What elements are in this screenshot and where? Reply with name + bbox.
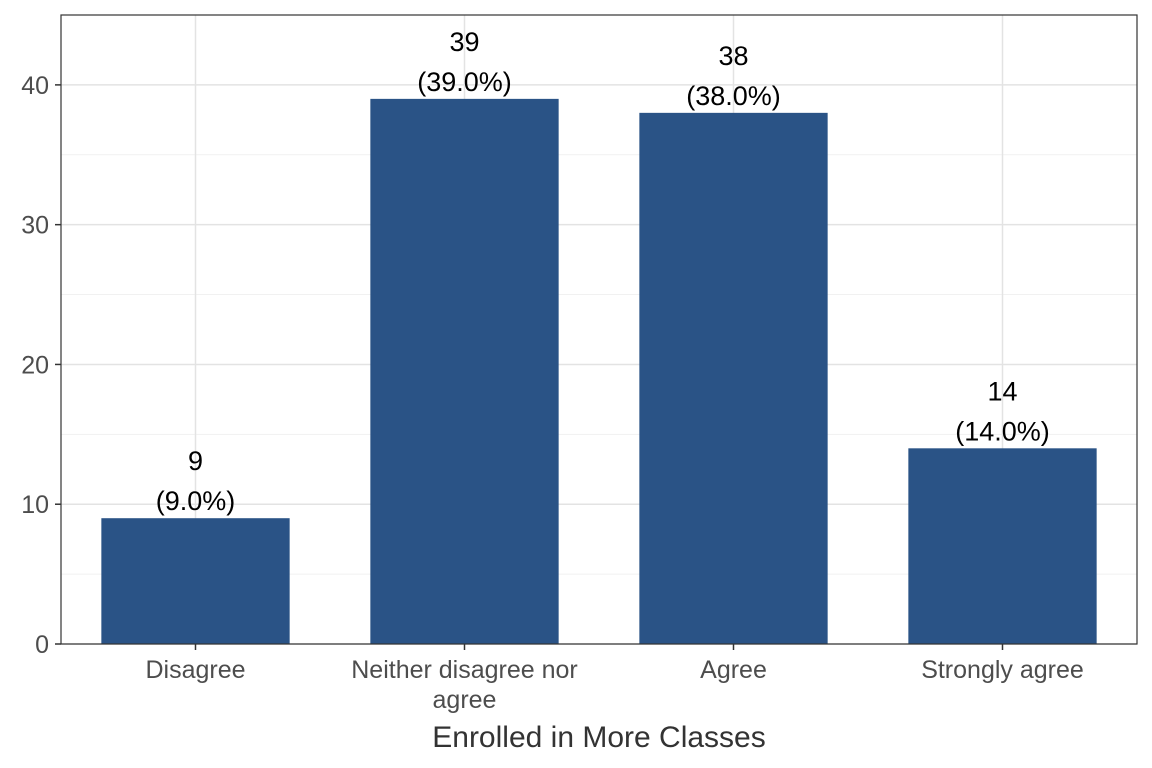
data-label-percent: (38.0%) [686,81,781,111]
y-tick-label: 0 [35,631,49,659]
x-axis-title: Enrolled in More Classes [432,721,765,754]
data-label-percent: (39.0%) [417,67,512,97]
bars [101,98,1097,645]
y-tick-label: 30 [21,212,49,240]
x-tick-label: Neither disagree nor agree [351,656,578,714]
data-label-percent: (9.0%) [156,486,236,516]
data-labels: 9 (9.0%) 39 (39.0%) 38 (38.0%) 14 (14.0%) [156,27,1050,516]
y-tick-label: 40 [21,72,49,100]
data-label-count: 38 [718,41,748,71]
y-tick-label: 10 [21,491,49,519]
x-tick-label: Agree [700,656,767,684]
bar [101,518,290,644]
bar [908,448,1097,644]
data-label-percent: (14.0%) [955,416,1050,446]
bar [370,98,559,644]
data-label-count: 9 [188,446,203,476]
x-tick-label: Strongly agree [921,656,1084,684]
x-axis: Disagree Neither disagree nor agree Agree St… [145,644,1084,714]
y-tick-label: 20 [21,351,49,379]
x-tick-label: Disagree [145,656,245,684]
plot-panel-border [60,14,1138,645]
y-axis: 0 10 20 30 40 [21,72,61,659]
data-label-count: 14 [987,376,1017,406]
bar [639,112,828,645]
data-label-count: 39 [449,27,479,57]
